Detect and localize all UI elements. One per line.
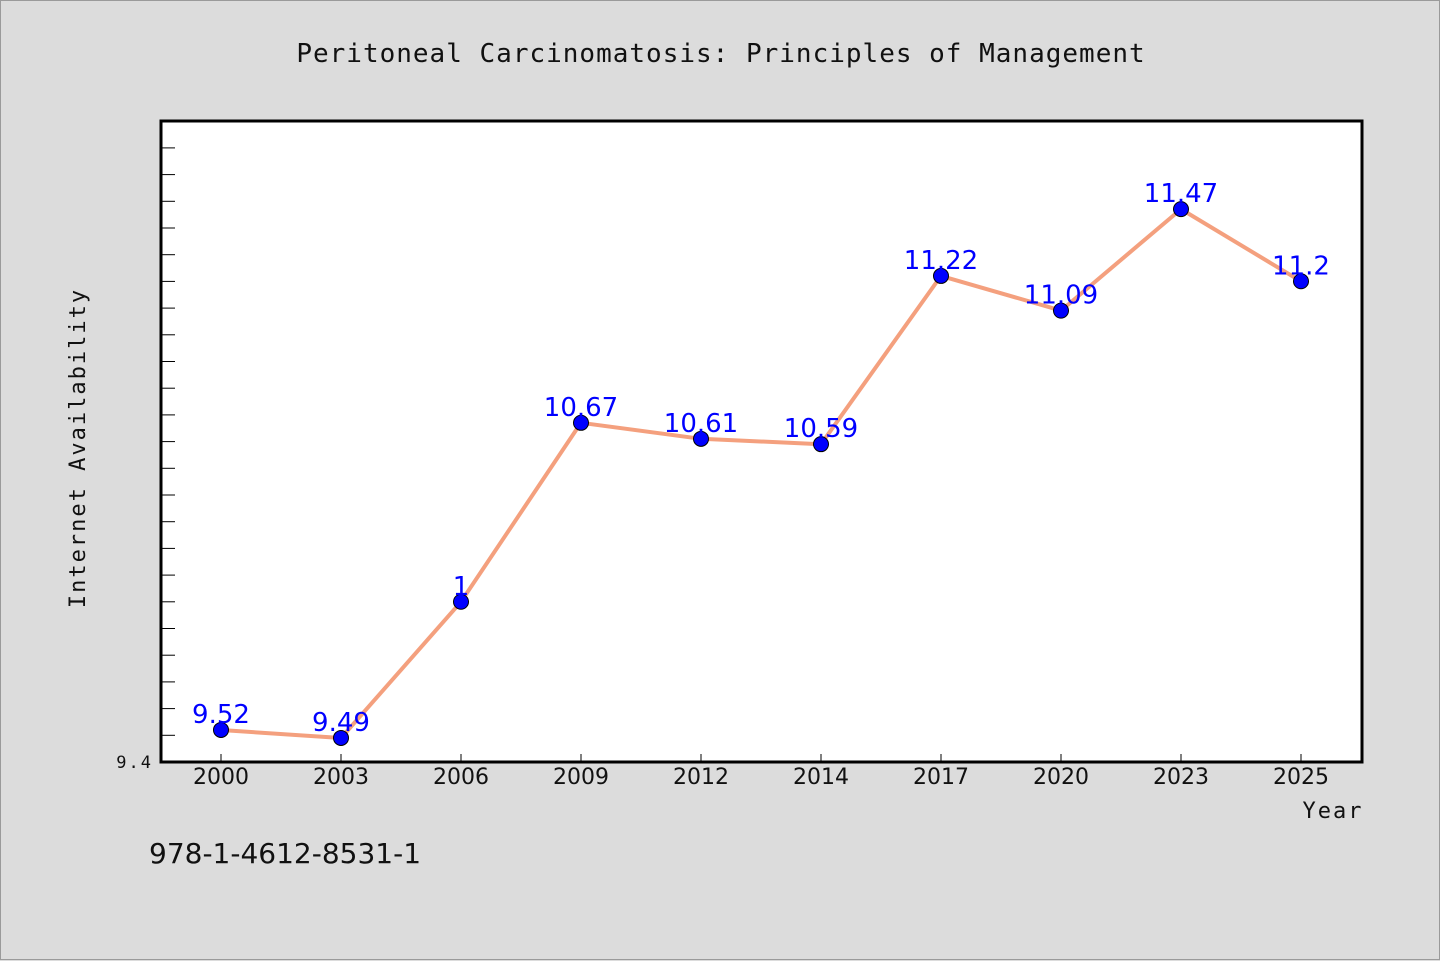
series-layer bbox=[220, 207, 1303, 740]
x-tick-label: 2009 bbox=[553, 765, 609, 790]
data-label: 11.47 bbox=[1144, 179, 1218, 209]
data-point bbox=[1293, 273, 1309, 290]
marker-layer bbox=[213, 201, 1309, 746]
data-label: 9.49 bbox=[312, 708, 370, 738]
x-axis-ticks bbox=[220, 754, 1302, 762]
data-label: 10.67 bbox=[544, 393, 618, 423]
y-axis-title: Internet Availability bbox=[66, 288, 91, 608]
chart-title: Peritoneal Carcinomatosis: Principles of… bbox=[296, 39, 1145, 69]
series-line bbox=[220, 207, 1303, 740]
x-tick-label: 2020 bbox=[1033, 765, 1089, 790]
data-label: 11.2 bbox=[1272, 251, 1330, 281]
x-tick-label: 2017 bbox=[913, 765, 969, 790]
x-tick-label: 2014 bbox=[793, 765, 849, 790]
x-tick-label: 2003 bbox=[313, 765, 369, 790]
data-point bbox=[1173, 201, 1189, 218]
data-point bbox=[213, 721, 229, 738]
data-label: 11.09 bbox=[1024, 281, 1098, 311]
x-axis-title: Year bbox=[1303, 799, 1364, 824]
data-label: 10.59 bbox=[784, 414, 858, 444]
data-point bbox=[453, 593, 469, 610]
y-axis-ticks bbox=[161, 147, 175, 736]
data-label-layer: 9.52 9.49 1 10.67 10.61 10.59 11.22 11.09 11.47 1… bbox=[192, 179, 1330, 738]
data-point bbox=[813, 436, 829, 453]
x-tick-label: 2006 bbox=[433, 765, 489, 790]
data-label: 11.22 bbox=[904, 246, 978, 276]
data-point bbox=[933, 267, 949, 284]
x-tick-label: 2012 bbox=[673, 765, 729, 790]
data-label: 1 bbox=[453, 572, 470, 602]
x-tick-label: 2023 bbox=[1153, 765, 1209, 790]
footer-code: 978-1-4612-8531-1 bbox=[149, 837, 421, 870]
x-tick-label-layer: 2000 2003 2006 2009 2012 2014 2017 2020 2023 2025 bbox=[193, 765, 1329, 790]
x-tick-label: 2000 bbox=[193, 765, 249, 790]
data-point bbox=[693, 430, 709, 447]
data-point bbox=[1053, 302, 1069, 319]
data-label: 9.52 bbox=[192, 700, 250, 730]
data-point bbox=[573, 414, 589, 431]
data-label: 10.61 bbox=[664, 409, 738, 439]
data-point bbox=[333, 729, 349, 746]
x-tick-label: 2025 bbox=[1273, 765, 1329, 790]
y-axis-min-label: 9.4 bbox=[116, 753, 153, 773]
